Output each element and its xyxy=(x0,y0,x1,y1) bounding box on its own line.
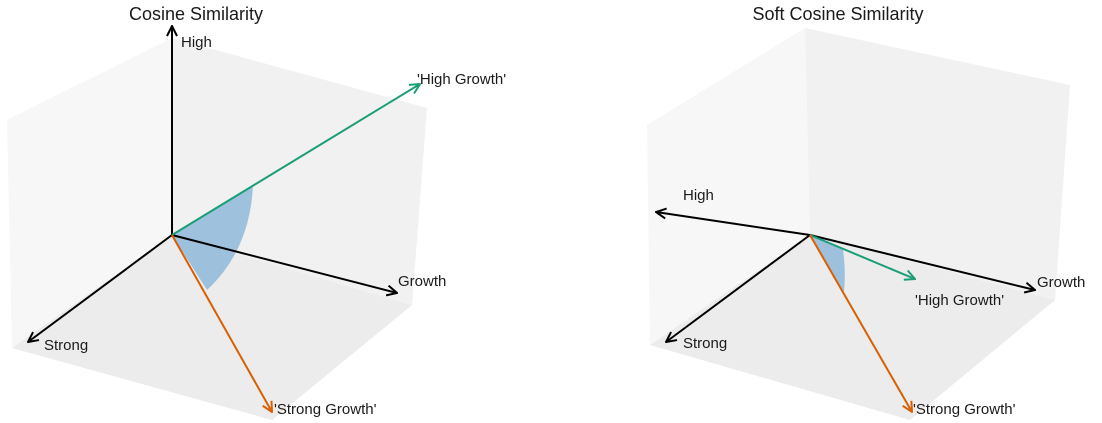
angle-wedge xyxy=(172,185,253,290)
axis-strong-arrow xyxy=(666,234,811,342)
axis-label-growth: Growth xyxy=(1037,274,1085,291)
axis-label-growth: Growth xyxy=(398,273,446,290)
axis-label-strong: Strong xyxy=(44,337,88,354)
vector-strong-growth-arrow xyxy=(171,234,272,412)
panel-cosine-similarity: Cosine Similarity High 'High Growth' Gro… xyxy=(7,4,506,420)
vector-strong-growth-arrow xyxy=(809,234,912,412)
axis-label-high: High xyxy=(683,187,714,204)
cube-background xyxy=(647,28,1070,420)
vector-high-growth-arrow xyxy=(809,234,915,279)
vector-label-strong-growth: 'Strong Growth' xyxy=(913,401,1016,418)
axis-label-high: High xyxy=(181,34,212,51)
axis-growth-arrow xyxy=(809,234,1035,290)
cube-face-right xyxy=(805,28,1070,300)
vector-high-growth-arrow xyxy=(171,84,420,236)
panel-soft-cosine-similarity: Soft Cosine Similarity High Growth 'High… xyxy=(647,4,1085,420)
cube-face-left xyxy=(7,38,172,348)
panel-title: Cosine Similarity xyxy=(129,4,263,24)
cube-face-bottom xyxy=(650,235,1055,420)
axis-growth-arrow xyxy=(171,234,397,293)
vector-label-high-growth: 'High Growth' xyxy=(417,71,506,88)
vector-label-high-growth: 'High Growth' xyxy=(915,292,1004,309)
axis-strong-arrow xyxy=(28,234,173,342)
axis-high-arrow xyxy=(656,212,811,236)
cube-face-bottom xyxy=(12,235,412,420)
axis-label-strong: Strong xyxy=(683,335,727,352)
cube-face-left xyxy=(647,28,810,345)
vector-label-strong-growth: 'Strong Growth' xyxy=(274,401,377,418)
panel-title: Soft Cosine Similarity xyxy=(752,4,923,24)
